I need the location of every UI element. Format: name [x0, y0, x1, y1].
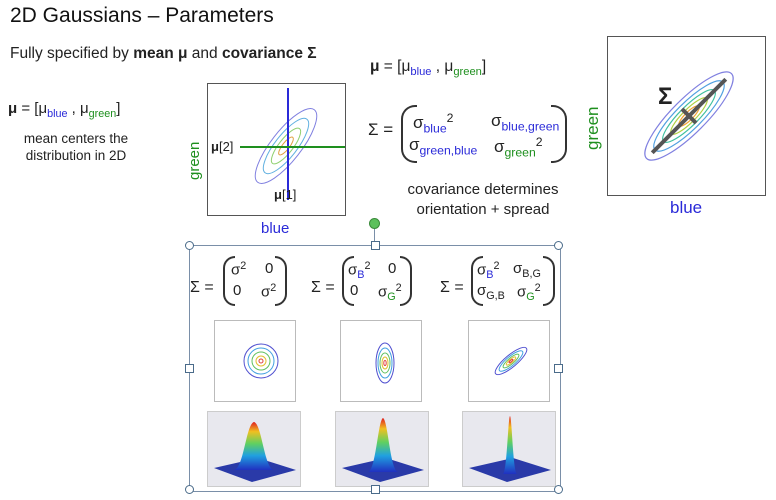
resize-handle-top[interactable]: [371, 241, 380, 250]
mu-symbol: μ: [8, 100, 18, 117]
cov-plot-sigma: Σ: [658, 83, 673, 110]
contour-inner: [270, 127, 302, 165]
mu-sub-green: green: [88, 107, 117, 120]
intro-cov: covariance Σ: [221, 45, 317, 62]
example-3-surface-thumb: [462, 411, 556, 487]
example-2-surface-thumb: [335, 411, 429, 487]
contour-mid: [262, 117, 310, 175]
cov-plot: Σ: [607, 36, 766, 196]
example-3-surface-svg: [469, 416, 551, 482]
example-1-b: 0: [265, 260, 274, 277]
example-2-surface-peak: [368, 418, 398, 472]
example-3-matrix: σB2 σB,G σG,B σG2: [471, 256, 555, 306]
resize-handle-top-right[interactable]: [554, 241, 563, 250]
mean-definition-right: μ = [μblue , μgreen]: [370, 58, 487, 78]
cov-cell-21: σgreen,blue: [409, 135, 478, 158]
cov-plot-xlabel: blue: [670, 198, 703, 217]
example-2-surface-svg: [342, 418, 424, 482]
example-3-b: σB,G: [513, 260, 541, 280]
mu-close: ]: [116, 100, 121, 117]
resize-handle-right[interactable]: [554, 364, 563, 373]
resize-handle-bottom[interactable]: [371, 485, 380, 494]
mean-plot-ylabel: green: [186, 141, 203, 180]
cov-contour-1: [644, 71, 734, 161]
mu-symbol-right: μ: [370, 58, 380, 75]
example-1-c: 0: [233, 282, 242, 299]
example-1-sigma-eq: Σ =: [190, 279, 214, 296]
example-2-c: 0: [350, 282, 359, 299]
resize-handle-bottom-right[interactable]: [554, 485, 563, 494]
example-1-d: σ2: [261, 282, 277, 301]
resize-handle-top-left[interactable]: [185, 241, 194, 250]
example-1-contour-svg: [243, 343, 279, 379]
cov-plot-ylabel: green: [583, 106, 602, 150]
example-2-contour-thumb: [340, 320, 422, 402]
rotate-handle[interactable]: [369, 218, 380, 229]
example-3-contour-svg: [494, 346, 528, 376]
mean-plot-xlabel: blue: [261, 220, 290, 237]
example-1-matrix: σ2 0 0 σ2: [223, 256, 287, 306]
intro-text: Fully specified by mean μ and covariance…: [10, 45, 317, 63]
example-2-d: σG2: [378, 282, 402, 304]
mu2-label: μ[2]: [211, 139, 234, 154]
contour-outer: [254, 108, 318, 184]
cov-plot-svg: [644, 71, 734, 161]
resize-handle-left[interactable]: [185, 364, 194, 373]
cov-cell-11: σblue2: [413, 111, 454, 136]
mu-eq: = [μ: [17, 100, 48, 117]
mean-note: mean centers the distribution in 2D: [23, 131, 129, 163]
mu1-label: μ[1]: [274, 187, 297, 202]
mean-plot-svg: [240, 88, 345, 200]
example-1-a: σ2: [231, 260, 247, 279]
selected-image-group[interactable]: Σ = σ2 0 0 σ2 Σ = σB2 0 0 σG2 Σ = σB2 σB…: [185, 218, 563, 494]
cov-sigma-eq: Σ =: [368, 120, 394, 139]
cov-cell-12: σblue,green: [491, 111, 560, 134]
cov-minor-axis: [680, 107, 698, 125]
example-1-surface-peak: [234, 422, 274, 470]
example-3-a: σB2: [477, 260, 500, 282]
matrix-paren-left: [401, 105, 417, 163]
example-2-b: 0: [388, 260, 397, 277]
example-2-sigma-eq: Σ =: [311, 279, 335, 296]
rotate-handle-stem: [374, 226, 375, 241]
mean-plot: μ[2] μ[1]: [207, 83, 346, 216]
example-1-surface-svg: [214, 422, 296, 482]
example-3-d: σG2: [517, 282, 541, 304]
resize-handle-bottom-left[interactable]: [185, 485, 194, 494]
example-3-paren-right: [543, 256, 555, 306]
cov-cell-22: σgreen2: [494, 135, 543, 160]
example-1-contour-thumb: [214, 320, 296, 402]
mu-sub-blue: blue: [47, 107, 68, 120]
example-3-contour-thumb: [468, 320, 550, 402]
example-2-matrix: σB2 0 0 σG2: [342, 256, 412, 306]
example-3-sigma-eq: Σ =: [440, 279, 464, 296]
cov-matrix: σblue2 σblue,green σgreen,blue σgreen2: [401, 105, 567, 163]
mu-sep: , μ: [67, 100, 89, 117]
cov-note: covariance determines orientation + spre…: [407, 181, 559, 218]
example-2-a: σB2: [348, 260, 371, 282]
intro-and: and: [187, 45, 222, 62]
slide-title: 2D Gaussians – Parameters: [10, 4, 274, 27]
example-3-c: σG,B: [477, 282, 505, 302]
example-1-surface-thumb: [207, 411, 301, 487]
example-1-paren-right: [275, 256, 287, 306]
intro-mean: mean μ: [133, 45, 188, 62]
intro-prefix: Fully specified by: [10, 45, 134, 62]
example-3-surface-peak: [503, 416, 517, 474]
mean-definition-left: μ = [μblue , μgreen]: [8, 100, 120, 120]
example-2-contour-svg: [375, 342, 395, 384]
example-2-paren-right: [400, 256, 412, 306]
